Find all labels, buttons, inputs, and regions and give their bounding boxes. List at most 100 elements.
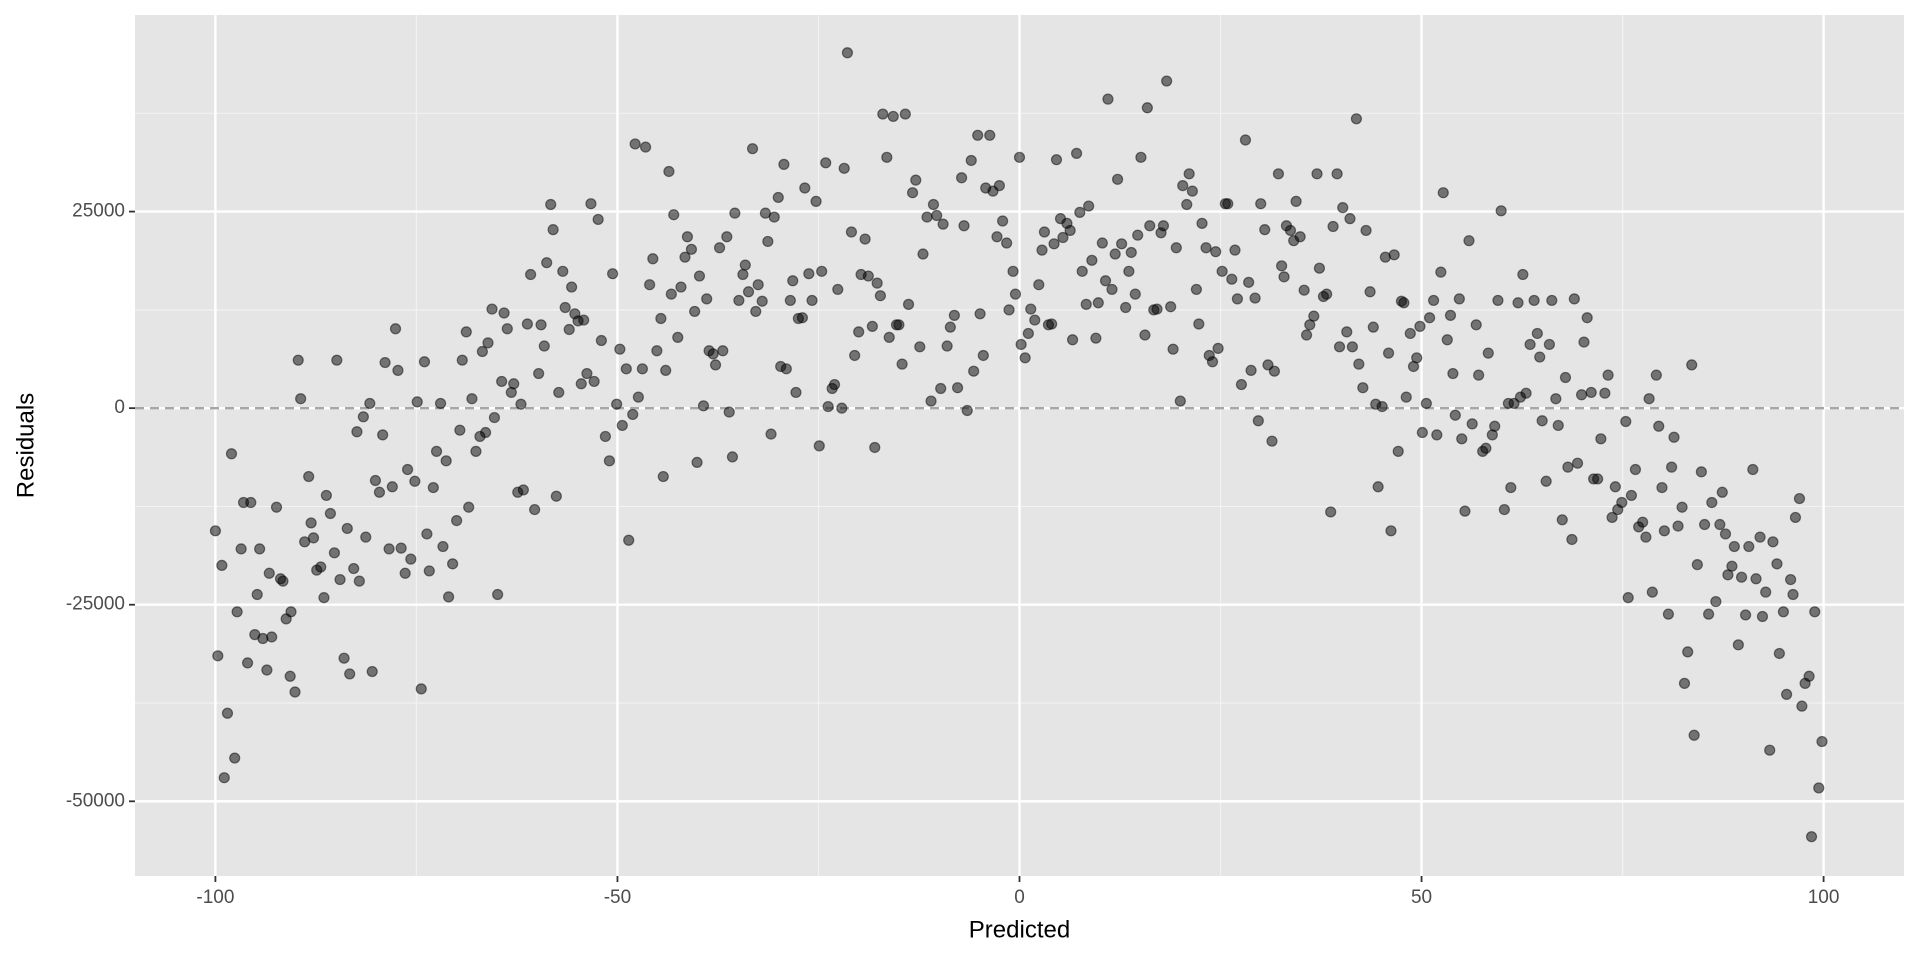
- point: [303, 470, 315, 483]
- point: [709, 359, 722, 371]
- point: [701, 293, 713, 305]
- point: [1528, 294, 1540, 307]
- point: [1482, 347, 1494, 359]
- point: [1756, 610, 1769, 623]
- point: [1161, 75, 1173, 87]
- point: [553, 386, 565, 399]
- point: [778, 158, 790, 170]
- point: [1090, 332, 1102, 344]
- point: [1620, 415, 1632, 428]
- point: [463, 501, 475, 513]
- point: [660, 364, 672, 377]
- y-tick-label: 25000: [72, 201, 125, 222]
- point: [1038, 226, 1051, 238]
- point: [739, 259, 751, 271]
- point: [1186, 185, 1198, 197]
- point: [657, 470, 669, 483]
- point: [563, 323, 575, 336]
- point: [1760, 586, 1772, 598]
- point: [836, 402, 848, 414]
- x-tick-label: -50: [604, 887, 631, 908]
- point: [1313, 262, 1326, 274]
- point: [828, 378, 841, 391]
- point: [545, 198, 557, 211]
- point: [1252, 415, 1264, 427]
- point: [845, 226, 858, 238]
- point: [479, 426, 492, 439]
- point: [270, 501, 283, 513]
- point: [1435, 266, 1447, 278]
- point: [1625, 489, 1638, 502]
- point: [575, 378, 587, 390]
- point: [1046, 318, 1058, 330]
- point: [1183, 168, 1195, 180]
- point: [1076, 265, 1088, 277]
- point: [1716, 486, 1728, 498]
- point: [1710, 595, 1722, 608]
- point: [623, 534, 635, 546]
- point: [1505, 481, 1517, 494]
- point: [899, 108, 911, 120]
- point: [1007, 265, 1019, 277]
- point: [1658, 525, 1670, 537]
- point: [822, 400, 834, 413]
- point: [746, 143, 759, 155]
- point: [1311, 168, 1323, 180]
- point: [1732, 639, 1744, 651]
- point: [1231, 293, 1244, 305]
- point: [405, 553, 417, 565]
- point: [454, 424, 466, 436]
- point: [689, 305, 701, 318]
- point: [1773, 647, 1785, 660]
- point: [742, 286, 755, 298]
- point: [655, 312, 667, 325]
- point: [1298, 284, 1310, 296]
- point: [515, 398, 527, 410]
- point: [486, 303, 498, 315]
- point: [866, 320, 878, 332]
- point: [235, 543, 247, 555]
- point: [488, 411, 501, 424]
- point: [616, 419, 628, 432]
- point: [440, 455, 452, 467]
- point: [1695, 466, 1707, 478]
- point: [241, 657, 254, 669]
- point: [328, 547, 341, 559]
- point: [1437, 187, 1449, 199]
- point: [1616, 496, 1628, 509]
- point: [1003, 304, 1015, 316]
- point: [1449, 409, 1461, 421]
- point: [437, 540, 449, 553]
- point: [1259, 224, 1271, 236]
- point: [1245, 364, 1257, 377]
- point: [1599, 387, 1611, 399]
- point: [1813, 782, 1825, 794]
- point: [209, 525, 222, 537]
- point: [1200, 242, 1212, 254]
- point: [665, 288, 677, 300]
- point: [1540, 475, 1552, 487]
- point: [360, 531, 372, 543]
- point: [392, 364, 404, 377]
- point: [1809, 606, 1821, 618]
- point: [251, 588, 263, 601]
- point: [1767, 536, 1779, 548]
- point: [1376, 400, 1388, 413]
- point: [585, 198, 597, 210]
- point: [315, 561, 327, 573]
- point: [529, 503, 541, 516]
- point: [849, 349, 861, 362]
- point: [1290, 195, 1302, 207]
- point: [717, 345, 729, 357]
- point: [1578, 336, 1590, 348]
- point: [1463, 235, 1475, 247]
- point: [721, 231, 733, 243]
- point: [225, 448, 238, 460]
- point: [1441, 334, 1453, 346]
- point: [1609, 481, 1621, 493]
- point: [508, 378, 520, 390]
- point: [595, 334, 607, 347]
- point: [1520, 387, 1532, 399]
- point: [1495, 205, 1507, 217]
- point: [430, 445, 443, 457]
